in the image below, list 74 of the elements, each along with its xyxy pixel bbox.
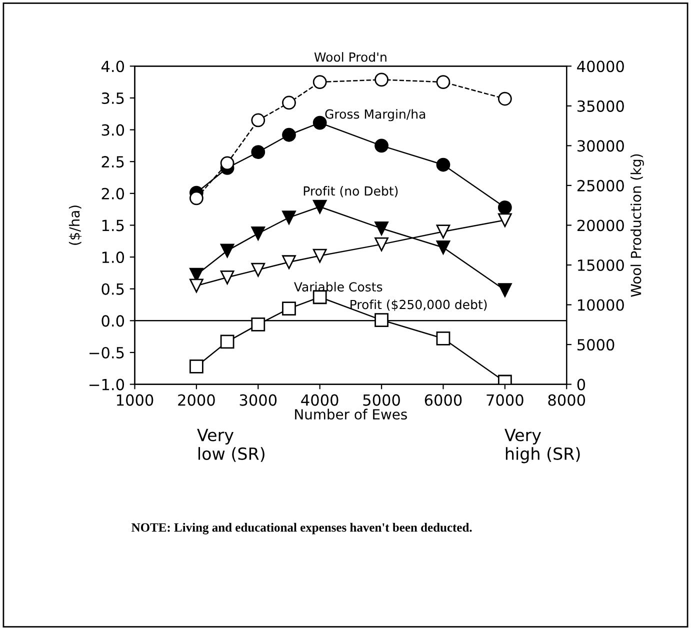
point — [374, 237, 388, 252]
point — [312, 200, 327, 214]
point — [282, 255, 296, 270]
x-tick-label: 4000 — [301, 394, 338, 406]
point — [498, 92, 512, 106]
point — [189, 278, 204, 293]
y2-tick-label: 40000 — [577, 60, 624, 72]
point — [436, 158, 450, 172]
y2-axis-title: Wool Production (kg) — [630, 154, 644, 297]
y-tick-label: 4.0 — [101, 60, 124, 72]
point — [251, 145, 266, 159]
point — [251, 262, 266, 277]
series-label: Profit ($250,000 debt) — [350, 300, 487, 311]
point — [374, 313, 388, 327]
y-tick-label: 1.5 — [102, 220, 124, 232]
y2-tick-label: 30000 — [578, 140, 624, 152]
y-tick-label: 2.0 — [102, 188, 124, 200]
point — [220, 334, 234, 349]
point — [312, 248, 327, 263]
y-tick-label: 1.0 — [102, 252, 124, 264]
point — [374, 138, 388, 153]
y2-tick-label: 10000 — [578, 299, 624, 311]
point — [436, 224, 450, 239]
series-label: Variable Costs — [294, 282, 382, 292]
point — [282, 96, 296, 110]
point — [282, 128, 296, 142]
text: Very high (SR) — [504, 428, 580, 464]
point — [436, 332, 450, 346]
point — [374, 221, 388, 236]
point — [436, 75, 450, 90]
point — [282, 302, 296, 316]
point — [282, 210, 296, 225]
x-tick-label: 7000 — [486, 394, 524, 406]
x-tick-label: 5000 — [363, 394, 400, 406]
y-tick-label: 2.5 — [102, 156, 124, 168]
point — [220, 244, 234, 258]
point — [220, 156, 234, 170]
y-tick-label: 0.0 — [102, 315, 124, 327]
point — [498, 283, 512, 298]
y2-tick-label: 35000 — [578, 100, 624, 112]
y2-tick-label: 15000 — [578, 259, 624, 272]
point — [498, 200, 512, 214]
point — [251, 226, 266, 240]
y2-tick-label: 5000 — [578, 338, 614, 351]
point — [498, 213, 512, 228]
y-tick-label: −0.5 — [90, 346, 124, 359]
series-label: Wool Prod'n — [314, 52, 386, 62]
y-tick-label: −1.0 — [90, 378, 124, 390]
text: Very low (SR) — [197, 428, 264, 462]
point — [251, 318, 266, 332]
point — [220, 270, 234, 284]
y2-tick-label: 20000 — [577, 220, 624, 232]
text: NOTE: Living and educational expenses haven't been deducted. — [132, 522, 472, 534]
series-label: Profit (no Debt) — [304, 186, 398, 198]
y2-tick-label: 25000 — [577, 180, 624, 192]
point — [374, 72, 388, 87]
y-axis-title: ($/ha) — [68, 206, 82, 245]
y-tick-label: 0.5 — [102, 283, 124, 295]
point — [251, 113, 266, 128]
x-tick-label: 3000 — [240, 394, 277, 406]
point — [189, 360, 204, 374]
y-tick-label: 3.0 — [102, 124, 124, 136]
point — [189, 191, 204, 206]
point — [312, 75, 327, 90]
point — [436, 240, 450, 254]
x-tick-label: 1000 — [116, 394, 154, 406]
y2-tick-label: 0 — [577, 378, 586, 390]
x-axis-title: Number of Ewes — [295, 408, 407, 420]
x-tick-label: 8000 — [548, 394, 586, 406]
series-label: Gross Margin/ha — [325, 109, 426, 122]
y-tick-label: 3.5 — [102, 92, 124, 104]
x-tick-label: 6000 — [424, 394, 462, 406]
point — [312, 116, 327, 130]
x-tick-label: 2000 — [178, 394, 215, 406]
